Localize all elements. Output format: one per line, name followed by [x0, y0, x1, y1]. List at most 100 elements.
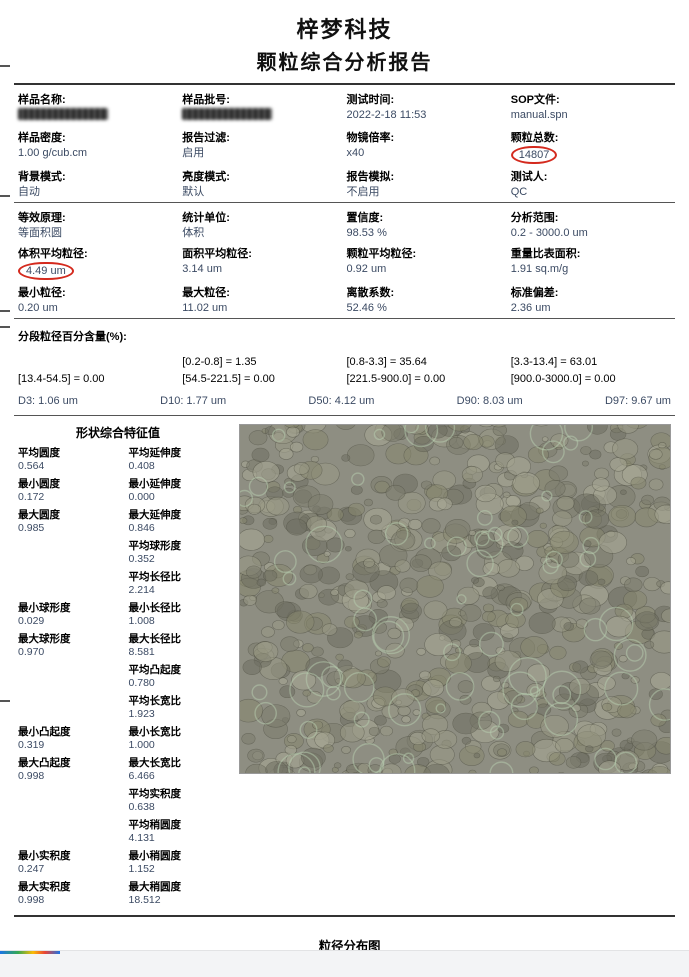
shape-stat-label-3: 最小延伸度	[129, 476, 234, 491]
shape-stats-grid: 平均圆度 0.564 平均延伸度 0.408 最小圆度 0.172 最小延伸度 0.000 最大…	[18, 445, 233, 909]
shape-stat-label-7: 平均长径比	[129, 569, 234, 584]
ruler-tick	[0, 195, 10, 197]
field-dispersion-coeff: 离散系数: 52.46 %	[347, 286, 507, 316]
field-analysis-range: 分析范围: 0.2 - 3000.0 um	[511, 211, 671, 241]
fraction-header-wrap: 分段粒径百分含量(%):	[0, 319, 689, 345]
d97-value: D97: 9.67 um	[605, 395, 671, 407]
shape-stat-item-3: 最小延伸度 0.000	[129, 476, 234, 506]
shape-stat-item-8: 最小球形度 0.029	[18, 600, 123, 630]
microscope-image	[239, 424, 671, 774]
field-particle-avg-diameter: 颗粒平均粒径: 0.92 um	[347, 247, 507, 281]
shape-stat-item-13: 平均长宽比 1.923	[129, 693, 234, 723]
shape-stat-item-9: 最小长径比 1.008	[129, 600, 234, 630]
shape-stat-item-21: 最小稍圆度 1.152	[129, 848, 234, 878]
field-sample-name: 样品名称:	[18, 93, 178, 125]
shape-stat-value-16: 0.998	[18, 770, 123, 782]
shape-stat-value-9: 1.008	[129, 615, 234, 627]
shape-stat-value-7: 2.214	[129, 584, 234, 596]
shape-stat-value-4: 0.985	[18, 522, 123, 534]
field-sop-file: SOP文件: manual.spn	[511, 93, 671, 125]
shape-stat-item-15: 最小长宽比 1.000	[129, 724, 234, 754]
report-subtitle: 颗粒综合分析报告	[0, 46, 689, 75]
shape-stat-item-23: 最大稍圆度 18.512	[129, 879, 234, 909]
ruler-tick	[0, 326, 10, 328]
shape-stat-label-17: 最大长宽比	[129, 755, 234, 770]
ruler-tick	[0, 310, 10, 312]
shape-stat-value-10: 0.970	[18, 646, 123, 658]
fraction-cell-0	[18, 355, 178, 370]
fraction-cell-5: [54.5-221.5] = 0.00	[182, 372, 342, 387]
field-brightness-mode: 亮度模式: 默认	[182, 170, 342, 200]
field-tester: 测试人: QC	[511, 170, 671, 200]
field-report-filter: 报告过滤: 启用	[182, 131, 342, 165]
shape-stat-item-17: 最大长宽比 6.466	[129, 755, 234, 785]
shape-stat-label-5: 最大延伸度	[129, 507, 234, 522]
shape-stat-value-0: 0.564	[18, 460, 123, 472]
fraction-grid: [0.2-0.8] = 1.35 [0.8-3.3] = 35.64 [3.3-…	[0, 345, 689, 393]
shape-stat-value-8: 0.029	[18, 615, 123, 627]
fraction-header-label: 分段粒径百分含量(%):	[18, 331, 127, 343]
field-sample-density: 样品密度: 1.00 g/cub.cm	[18, 131, 178, 165]
field-equiv-principle: 等效原理: 等面积圆	[18, 211, 178, 241]
shape-stat-label-13: 平均长宽比	[129, 693, 234, 708]
shape-stat-label-11: 最大长径比	[129, 631, 234, 646]
field-particle-count: 颗粒总数: 14807	[511, 131, 671, 165]
shape-stat-item-22: 最大实积度 0.998	[18, 879, 123, 909]
shape-stat-label-9: 最小长径比	[129, 600, 234, 615]
shape-stat-value-15: 1.000	[129, 739, 234, 751]
shape-stat-label-23: 最大稍圆度	[129, 879, 234, 894]
shape-stat-label-12: 平均凸起度	[129, 662, 234, 677]
field-background-mode: 背景模式: 自动	[18, 170, 178, 200]
fraction-cell-4: [13.4-54.5] = 0.00	[18, 372, 178, 387]
d-values-row: D3: 1.06 um D10: 1.77 um D50: 4.12 um D9…	[0, 393, 689, 415]
shape-stat-value-6: 0.352	[129, 553, 234, 565]
viewer-toolbar	[0, 950, 689, 977]
shape-stat-value-3: 0.000	[129, 491, 234, 503]
shape-stat-value-21: 1.152	[129, 863, 234, 875]
shape-stat-label-19: 平均稍圆度	[129, 817, 234, 832]
shape-stat-item-2: 最小圆度 0.172	[18, 476, 123, 506]
shape-stat-label-18: 平均实积度	[129, 786, 234, 801]
volume-avg-diameter-circle: 4.49 um	[18, 262, 74, 281]
report-title-block: 梓梦科技 颗粒综合分析报告	[0, 0, 689, 75]
shape-stat-value-12: 0.780	[129, 677, 234, 689]
ruler-tick	[0, 65, 10, 67]
shape-stat-item-16: 最大凸起度 0.998	[18, 755, 123, 785]
shape-stat-value-19: 4.131	[129, 832, 234, 844]
field-sample-batch: 样品批号:	[182, 93, 342, 125]
shape-stat-value-17: 6.466	[129, 770, 234, 782]
shape-stat-value-18: 0.638	[129, 801, 234, 813]
shape-stat-value-13: 1.923	[129, 708, 234, 720]
d10-value: D10: 1.77 um	[160, 395, 226, 407]
shape-stat-item-12: 平均凸起度 0.780	[129, 662, 234, 692]
shape-stat-item-6: 平均球形度 0.352	[129, 538, 234, 568]
shape-stat-label-0: 平均圆度	[18, 445, 123, 460]
field-report-sim: 报告模拟: 不启用	[347, 170, 507, 200]
viewer-progress-indicator	[0, 951, 60, 954]
shape-stat-value-22: 0.998	[18, 894, 123, 906]
shape-stat-item-11: 最大长径比 8.581	[129, 631, 234, 661]
shape-stat-value-2: 0.172	[18, 491, 123, 503]
shape-stat-item-7: 平均长径比 2.214	[129, 569, 234, 599]
shape-stat-label-4: 最大圆度	[18, 507, 123, 522]
d3-value: D3: 1.06 um	[18, 395, 78, 407]
field-confidence: 置信度: 98.53 %	[347, 211, 507, 241]
company-name: 梓梦科技	[0, 12, 689, 44]
shape-stat-item-4: 最大圆度 0.985	[18, 507, 123, 537]
particle-distribution-chart: 0.20.51251020501002005001000200030001020…	[18, 927, 671, 950]
field-area-avg-diameter: 面积平均粒径: 3.14 um	[182, 247, 342, 281]
shape-stat-value-20: 0.247	[18, 863, 123, 875]
shape-stat-item-19: 平均稍圆度 4.131	[129, 817, 234, 847]
shape-stat-label-8: 最小球形度	[18, 600, 123, 615]
fraction-cell-2: [0.8-3.3] = 35.64	[347, 355, 507, 370]
field-max-diameter: 最大粒径: 11.02 um	[182, 286, 342, 316]
field-specific-surface-area: 重量比表面积: 1.91 sq.m/g	[511, 247, 671, 281]
shape-section-title: 形状综合特征值	[18, 424, 218, 441]
stat-info-grid: 等效原理: 等面积圆 统计单位: 体积 置信度: 98.53 % 分析范围: 0…	[0, 203, 689, 318]
d90-value: D90: 8.03 um	[457, 395, 523, 407]
fraction-cell-3: [3.3-13.4] = 63.01	[511, 355, 671, 370]
chart-container: 0.20.51251020501002005001000200030001020…	[0, 917, 689, 950]
shape-stat-item-5: 最大延伸度 0.846	[129, 507, 234, 537]
fraction-cell-6: [221.5-900.0] = 0.00	[347, 372, 507, 387]
svg-text:粒径分布图: 粒径分布图	[319, 938, 381, 950]
